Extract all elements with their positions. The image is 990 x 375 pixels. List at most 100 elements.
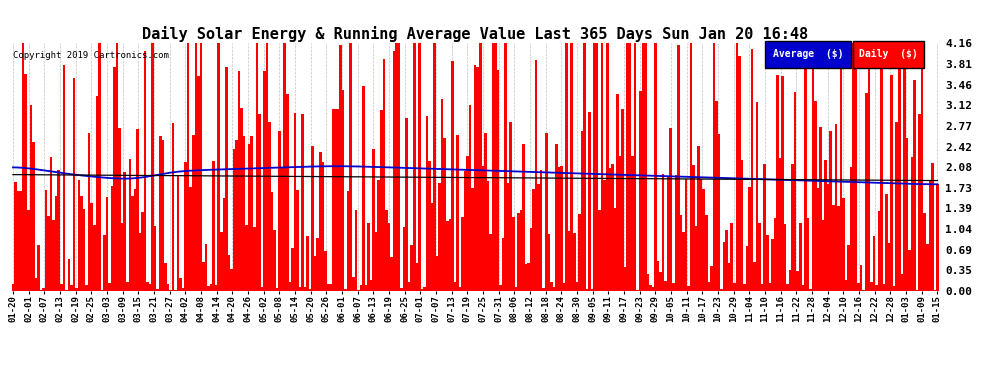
- Bar: [466, 156, 469, 291]
- Text: Daily  ($): Daily ($): [859, 49, 918, 59]
- Bar: [614, 209, 616, 291]
- Bar: [875, 285, 878, 291]
- FancyBboxPatch shape: [852, 40, 924, 68]
- Bar: [517, 213, 520, 291]
- Bar: [387, 223, 390, 291]
- Bar: [205, 244, 207, 291]
- Bar: [273, 230, 276, 291]
- Bar: [919, 114, 921, 291]
- Bar: [345, 289, 346, 291]
- Bar: [822, 220, 825, 291]
- Bar: [476, 67, 479, 291]
- Bar: [611, 164, 614, 291]
- Bar: [233, 149, 236, 291]
- Bar: [446, 221, 448, 291]
- Bar: [672, 283, 674, 291]
- Bar: [642, 43, 644, 291]
- Bar: [761, 284, 763, 291]
- Bar: [80, 196, 83, 291]
- Bar: [550, 282, 552, 291]
- Bar: [504, 43, 507, 291]
- Bar: [220, 232, 223, 291]
- Bar: [17, 190, 20, 291]
- Bar: [779, 158, 781, 291]
- Bar: [411, 245, 413, 291]
- Bar: [278, 131, 281, 291]
- Bar: [809, 290, 812, 291]
- Bar: [184, 162, 187, 291]
- Bar: [83, 209, 85, 291]
- Bar: [60, 284, 62, 291]
- Bar: [814, 100, 817, 291]
- Bar: [296, 190, 299, 291]
- Bar: [731, 223, 733, 291]
- Bar: [748, 187, 750, 291]
- Bar: [872, 236, 875, 291]
- Bar: [265, 43, 268, 291]
- Bar: [329, 284, 332, 291]
- Bar: [147, 282, 148, 291]
- Bar: [547, 234, 550, 291]
- Bar: [776, 75, 779, 291]
- Bar: [807, 218, 809, 291]
- Bar: [228, 255, 230, 291]
- Bar: [677, 45, 679, 291]
- Bar: [441, 99, 444, 291]
- Bar: [349, 43, 352, 291]
- Bar: [260, 286, 263, 291]
- Bar: [799, 223, 802, 291]
- Bar: [857, 283, 860, 291]
- Bar: [137, 129, 139, 291]
- Bar: [924, 213, 926, 291]
- Bar: [591, 289, 593, 291]
- Bar: [639, 91, 642, 291]
- Bar: [499, 285, 502, 291]
- Bar: [741, 160, 743, 291]
- Bar: [309, 289, 312, 291]
- Bar: [372, 148, 375, 291]
- Bar: [557, 167, 560, 291]
- Bar: [243, 136, 246, 291]
- Bar: [736, 43, 738, 291]
- Bar: [540, 170, 543, 291]
- Bar: [773, 218, 776, 291]
- Bar: [583, 43, 586, 291]
- Bar: [721, 289, 723, 291]
- Bar: [276, 288, 278, 291]
- Bar: [878, 211, 880, 291]
- Bar: [166, 284, 169, 291]
- Bar: [880, 43, 883, 291]
- Bar: [230, 270, 233, 291]
- Bar: [340, 45, 342, 291]
- Bar: [849, 166, 852, 291]
- Bar: [337, 109, 340, 291]
- Bar: [382, 58, 385, 291]
- Bar: [606, 43, 609, 291]
- Bar: [390, 256, 393, 291]
- Bar: [555, 144, 557, 291]
- Bar: [395, 43, 398, 291]
- Bar: [448, 219, 451, 291]
- Bar: [573, 233, 575, 291]
- Bar: [93, 225, 95, 291]
- Bar: [458, 287, 461, 291]
- Bar: [796, 271, 799, 291]
- Bar: [489, 234, 492, 291]
- Bar: [48, 216, 50, 291]
- Bar: [431, 203, 434, 291]
- Bar: [705, 214, 708, 291]
- Bar: [88, 133, 90, 291]
- Bar: [753, 262, 755, 291]
- Bar: [131, 196, 134, 291]
- Bar: [429, 161, 431, 291]
- Bar: [545, 133, 547, 291]
- Bar: [236, 140, 238, 291]
- Bar: [223, 198, 225, 291]
- Bar: [812, 43, 814, 291]
- Bar: [755, 102, 758, 291]
- Bar: [937, 184, 939, 291]
- Bar: [286, 94, 288, 291]
- Bar: [619, 156, 622, 291]
- Bar: [182, 288, 184, 291]
- Bar: [403, 227, 405, 291]
